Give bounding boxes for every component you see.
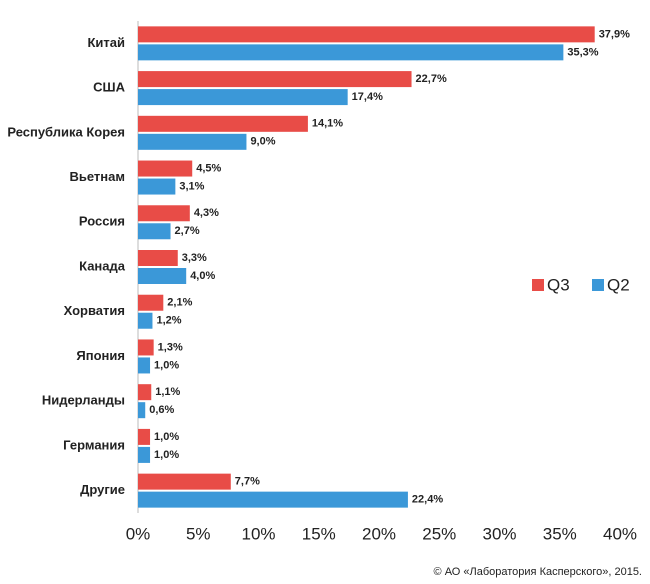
bar (138, 115, 308, 132)
value-label: 9,0% (250, 136, 275, 148)
x-tick-label: 30% (482, 524, 516, 543)
category-label: Нидерланды (42, 393, 125, 408)
bar (138, 294, 164, 311)
bar (138, 402, 146, 419)
value-label: 1,0% (154, 449, 179, 461)
legend-swatch (592, 279, 604, 291)
bar (138, 428, 151, 445)
value-label: 35,3% (567, 46, 598, 58)
value-label: 4,0% (190, 270, 215, 282)
category-label: Вьетнам (69, 169, 125, 184)
value-label: 4,5% (196, 162, 221, 174)
bar (138, 384, 152, 401)
bar (138, 357, 151, 374)
category-label: США (93, 80, 125, 95)
bar (138, 26, 595, 43)
bar (138, 250, 178, 266)
value-label: 1,3% (158, 341, 183, 353)
legend-label: Q3 (547, 275, 570, 294)
value-label: 1,1% (155, 386, 180, 398)
value-label: 22,7% (416, 73, 447, 85)
bar (138, 312, 153, 329)
x-tick-label: 20% (362, 524, 396, 543)
bar (138, 160, 193, 177)
bar (138, 491, 408, 508)
category-label: Хорватия (64, 303, 125, 318)
x-tick-label: 5% (186, 524, 211, 543)
category-label: Россия (79, 214, 125, 229)
bar (138, 223, 171, 240)
value-label: 2,1% (167, 297, 192, 309)
bar (138, 44, 564, 61)
category-label: Германия (63, 437, 125, 452)
bar (138, 268, 187, 284)
value-label: 22,4% (412, 494, 443, 506)
x-tick-label: 15% (302, 524, 336, 543)
source: © АО «Лаборатория Касперского», 2015. (434, 566, 642, 578)
value-label: 17,4% (352, 91, 383, 103)
bar (138, 339, 154, 356)
category-label: Канада (79, 258, 126, 273)
value-label: 2,7% (175, 225, 200, 237)
value-label: 1,0% (154, 431, 179, 443)
x-tick-label: 0% (126, 524, 151, 543)
legend-label: Q2 (607, 275, 630, 294)
bar (138, 178, 176, 195)
value-label: 1,0% (154, 359, 179, 371)
bar (138, 205, 190, 222)
x-tick-label: 35% (543, 524, 577, 543)
bar (138, 71, 412, 88)
legend-swatch (532, 279, 544, 291)
value-label: 4,3% (194, 207, 219, 219)
x-tick-label: 10% (241, 524, 275, 543)
value-label: 3,1% (179, 180, 204, 192)
bar (138, 133, 247, 150)
bar (138, 89, 348, 106)
category-label: Республика Корея (7, 124, 125, 139)
bar (138, 446, 151, 463)
value-label: 0,6% (149, 404, 174, 416)
category-label: Япония (76, 348, 125, 363)
value-label: 1,2% (156, 315, 181, 327)
value-label: 7,7% (235, 476, 260, 488)
bar (138, 473, 231, 490)
value-label: 37,9% (599, 28, 630, 40)
category-label: Китай (87, 35, 125, 50)
value-label: 14,1% (312, 118, 343, 130)
value-label: 3,3% (182, 252, 207, 264)
x-tick-label: 40% (603, 524, 637, 543)
x-tick-label: 25% (422, 524, 456, 543)
category-label: Другие (80, 482, 125, 497)
